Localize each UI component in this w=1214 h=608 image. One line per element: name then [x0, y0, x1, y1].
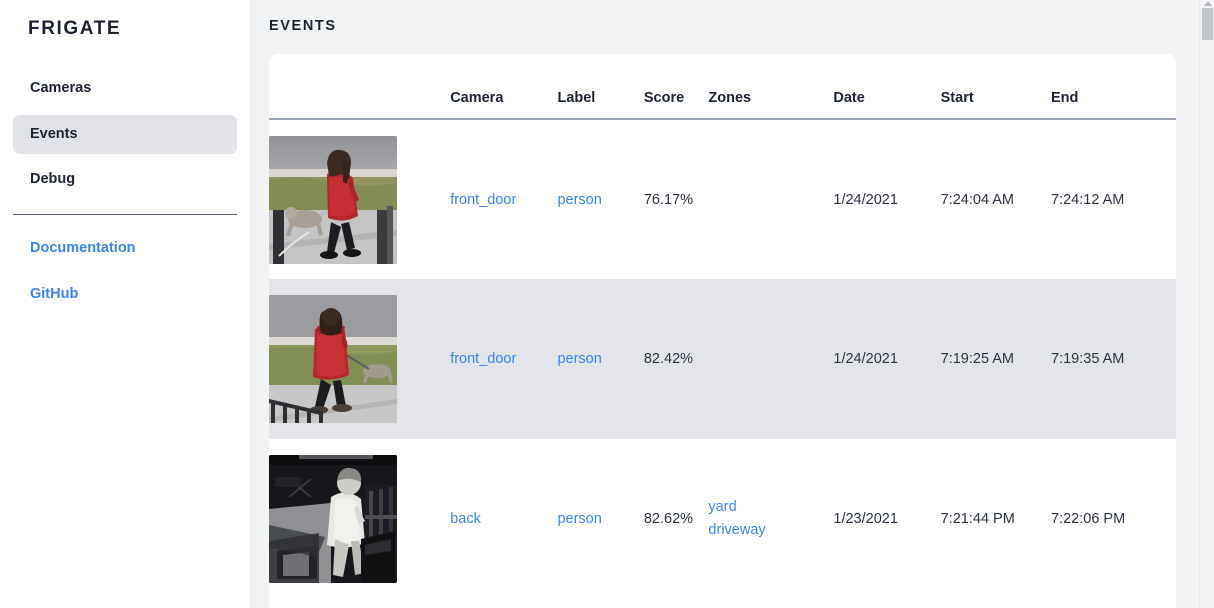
event-zone-link[interactable]: yard	[708, 499, 737, 516]
sidebar-external-links: Documentation GitHub	[0, 229, 250, 315]
event-score: 76.17%	[643, 191, 694, 208]
event-zones-cell: yard driveway	[708, 439, 833, 599]
event-end-time: 7:19:35 AM	[1051, 279, 1176, 439]
events-card: Camera Label Score Zones Date Start End	[269, 54, 1176, 608]
main-content: EVENTS Camera Label Score Zones Date Sta…	[251, 0, 1214, 608]
sidebar-nav: Cameras Events Debug	[0, 69, 250, 200]
event-date: 1/24/2021	[833, 191, 898, 208]
event-label-cell: person	[557, 279, 644, 439]
event-thumbnail-cell	[269, 279, 451, 439]
sidebar-divider	[13, 214, 237, 216]
table-row[interactable]: back person 82.62% yard driveway 1/23/20…	[269, 439, 1176, 599]
col-header-zones[interactable]: Zones	[708, 90, 752, 106]
scroll-up-arrow-icon[interactable]	[1204, 1, 1212, 6]
event-camera-cell: front_door	[450, 279, 558, 439]
sidebar-item-events[interactable]: Events	[13, 114, 237, 155]
scrollbar-thumb[interactable]	[1202, 8, 1213, 40]
event-label-link[interactable]: person	[557, 511, 602, 527]
events-table-head: Camera Label Score Zones Date Start End	[269, 54, 1176, 119]
col-header-score[interactable]: Score	[643, 90, 685, 106]
event-score: 82.42%	[643, 279, 709, 439]
col-header-camera[interactable]: Camera	[450, 90, 504, 106]
event-camera-link[interactable]: front_door	[450, 191, 517, 208]
event-date: 1/23/2021	[833, 511, 898, 527]
events-table: Camera Label Score Zones Date Start End	[269, 54, 1176, 599]
event-zone-link[interactable]: driveway	[708, 522, 766, 538]
event-zones-cell	[708, 119, 833, 279]
events-table-body: front_door person 76.17% 1/24/2021 7:24:…	[269, 119, 1176, 599]
event-end-time: 7:22:06 PM	[1051, 511, 1126, 527]
sidebar: FRIGATE Cameras Events Debug Documentati…	[0, 0, 251, 608]
sidebar-link-documentation[interactable]: Documentation	[30, 240, 136, 257]
sidebar-item-debug[interactable]: Debug	[30, 171, 76, 188]
table-header-row: Camera Label Score Zones Date Start End	[269, 54, 1176, 119]
event-thumbnail-cell	[269, 439, 450, 599]
col-header-date[interactable]: Date	[833, 90, 865, 106]
event-camera-link[interactable]: back	[450, 511, 481, 527]
col-header-end[interactable]: End	[1051, 90, 1079, 106]
table-row[interactable]: front_door person 76.17% 1/24/2021 7:24:…	[269, 119, 1176, 279]
event-label-link[interactable]: person	[557, 351, 602, 367]
event-score: 82.62%	[643, 511, 694, 527]
event-thumbnail[interactable]	[269, 135, 397, 264]
event-camera-cell: front_door	[450, 119, 557, 279]
sidebar-item-cameras[interactable]: Cameras	[30, 79, 92, 96]
event-start-time: 7:24:04 AM	[940, 191, 1014, 208]
table-row[interactable]: front_door person 82.42% 1/24/2021 7:19:…	[269, 279, 1176, 439]
brand-title: FRIGATE	[28, 18, 122, 39]
event-thumbnail-cell	[269, 119, 450, 279]
page-scrollbar[interactable]	[1199, 0, 1214, 608]
col-header-label[interactable]: Label	[557, 90, 596, 106]
event-label-cell: person	[557, 119, 643, 279]
event-label-link[interactable]: person	[557, 191, 602, 208]
event-zones-cell	[708, 279, 834, 439]
event-camera-cell: back	[450, 439, 557, 599]
col-header-start[interactable]: Start	[940, 90, 974, 106]
page-title: EVENTS	[269, 18, 337, 34]
event-start-time: 7:21:44 PM	[940, 511, 1015, 527]
event-thumbnail[interactable]	[269, 455, 397, 583]
event-start-time: 7:19:25 AM	[940, 279, 1051, 439]
event-label-cell: person	[557, 439, 643, 599]
event-date: 1/24/2021	[833, 279, 941, 439]
col-header-thumbnail	[269, 54, 450, 119]
sidebar-link-github[interactable]: GitHub	[30, 285, 79, 302]
event-end-time: 7:24:12 AM	[1051, 191, 1125, 208]
event-thumbnail[interactable]	[269, 295, 397, 423]
event-camera-link[interactable]: front_door	[450, 351, 517, 367]
